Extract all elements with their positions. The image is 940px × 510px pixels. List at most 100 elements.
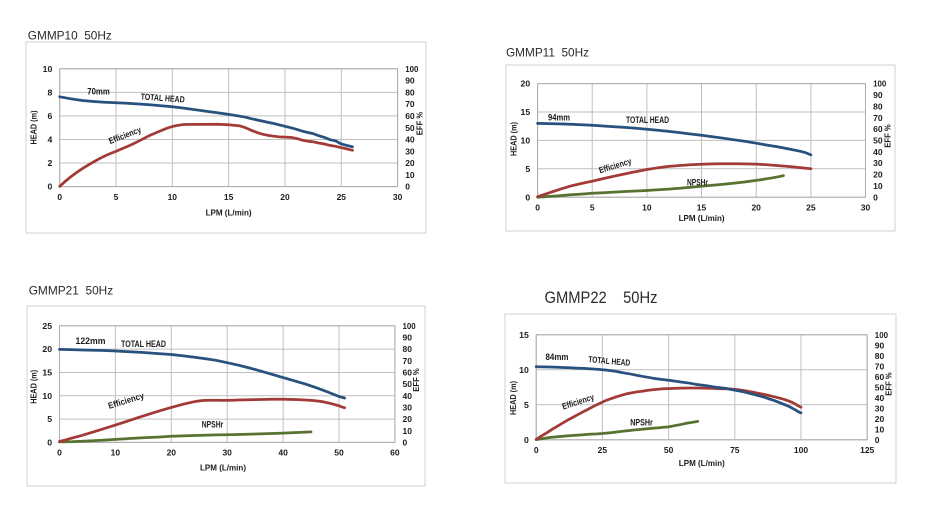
svg-text:0: 0: [405, 182, 410, 192]
svg-text:40: 40: [875, 393, 885, 403]
svg-text:HEAD (m): HEAD (m): [508, 381, 518, 415]
svg-text:70: 70: [875, 361, 885, 371]
svg-text:20: 20: [280, 192, 290, 202]
svg-text:5: 5: [590, 203, 595, 213]
svg-text:5: 5: [525, 164, 530, 174]
svg-text:100: 100: [405, 64, 418, 74]
svg-text:122mm: 122mm: [76, 336, 106, 346]
svg-text:84mm: 84mm: [546, 352, 569, 362]
svg-text:TOTAL HEAD: TOTAL HEAD: [140, 91, 185, 104]
svg-text:60: 60: [390, 448, 400, 458]
svg-text:20: 20: [521, 79, 531, 89]
svg-text:50: 50: [334, 448, 344, 458]
svg-text:10: 10: [873, 181, 883, 191]
svg-text:EFF %: EFF %: [414, 111, 424, 135]
svg-text:TOTAL HEAD: TOTAL HEAD: [121, 339, 166, 349]
svg-text:90: 90: [403, 333, 413, 343]
svg-text:75: 75: [730, 445, 740, 455]
svg-text:0: 0: [534, 445, 539, 455]
svg-text:90: 90: [875, 340, 885, 350]
svg-text:40: 40: [873, 147, 883, 157]
svg-text:15: 15: [519, 330, 529, 340]
svg-text:20: 20: [42, 344, 52, 354]
svg-text:100: 100: [873, 79, 886, 89]
svg-text:10: 10: [111, 448, 121, 458]
svg-text:10: 10: [519, 365, 529, 375]
svg-text:50: 50: [873, 136, 883, 146]
svg-text:0: 0: [47, 438, 52, 448]
svg-text:25: 25: [806, 203, 816, 213]
svg-text:0: 0: [873, 192, 878, 202]
svg-text:20: 20: [875, 414, 885, 424]
svg-text:90: 90: [873, 90, 883, 100]
svg-text:10: 10: [521, 136, 531, 146]
svg-text:4: 4: [47, 135, 52, 145]
svg-text:GMMP22 50Hz: GMMP22 50Hz: [545, 289, 658, 307]
svg-text:10: 10: [43, 64, 53, 74]
svg-text:LPM (L/min): LPM (L/min): [206, 208, 252, 218]
svg-text:60: 60: [405, 111, 415, 121]
svg-text:20: 20: [167, 448, 177, 458]
svg-text:HEAD (m): HEAD (m): [509, 122, 519, 156]
svg-text:10: 10: [642, 203, 652, 213]
svg-text:30: 30: [875, 403, 885, 413]
svg-text:0: 0: [403, 438, 408, 448]
svg-text:10: 10: [42, 391, 52, 401]
svg-text:80: 80: [403, 344, 413, 354]
svg-text:15: 15: [42, 368, 52, 378]
svg-text:0: 0: [57, 448, 62, 458]
svg-text:2: 2: [47, 158, 52, 168]
svg-text:70: 70: [873, 113, 883, 123]
svg-text:15: 15: [521, 107, 531, 117]
svg-text:EFF %: EFF %: [882, 124, 892, 148]
svg-text:10: 10: [403, 426, 413, 436]
svg-text:10: 10: [405, 170, 415, 180]
svg-text:60: 60: [403, 368, 413, 378]
svg-text:30: 30: [861, 203, 871, 213]
svg-text:LPM (L/min): LPM (L/min): [679, 213, 725, 223]
svg-text:94mm: 94mm: [548, 113, 570, 123]
svg-text:20: 20: [405, 158, 415, 168]
svg-text:5: 5: [114, 192, 119, 202]
svg-text:NPSHr: NPSHr: [630, 418, 653, 428]
svg-text:GMMP11 50Hz: GMMP11 50Hz: [506, 46, 589, 60]
svg-text:0: 0: [524, 435, 529, 445]
svg-text:0: 0: [57, 192, 62, 202]
svg-text:6: 6: [47, 111, 52, 121]
svg-text:30: 30: [393, 192, 403, 202]
svg-text:40: 40: [405, 135, 415, 145]
svg-text:0: 0: [525, 192, 530, 202]
svg-text:80: 80: [875, 351, 885, 361]
svg-text:30: 30: [873, 158, 883, 168]
svg-text:40: 40: [403, 391, 413, 401]
svg-text:10: 10: [875, 424, 885, 434]
svg-text:LPM (L/min): LPM (L/min): [200, 463, 246, 473]
svg-text:100: 100: [403, 321, 416, 331]
svg-text:EFF %: EFF %: [411, 368, 421, 392]
svg-text:70: 70: [403, 356, 413, 366]
svg-text:HEAD (m): HEAD (m): [29, 370, 39, 404]
svg-text:90: 90: [405, 76, 415, 86]
svg-text:30: 30: [405, 146, 415, 156]
svg-text:25: 25: [42, 321, 52, 331]
svg-text:20: 20: [751, 203, 761, 213]
svg-text:100: 100: [875, 330, 888, 340]
svg-text:15: 15: [224, 192, 234, 202]
svg-text:0: 0: [535, 203, 540, 213]
svg-text:LPM (L/min): LPM (L/min): [679, 458, 725, 468]
svg-text:GMMP21 50Hz: GMMP21 50Hz: [29, 284, 114, 298]
svg-text:100: 100: [794, 445, 808, 455]
svg-text:5: 5: [47, 414, 52, 424]
svg-text:20: 20: [403, 414, 413, 424]
svg-text:0: 0: [47, 182, 52, 192]
svg-text:40: 40: [278, 448, 288, 458]
svg-text:NPSHr: NPSHr: [687, 178, 708, 188]
svg-text:GMMP10 50Hz: GMMP10 50Hz: [28, 29, 112, 43]
svg-text:125: 125: [860, 445, 874, 455]
svg-text:50: 50: [664, 445, 674, 455]
svg-text:TOTAL HEAD: TOTAL HEAD: [626, 115, 669, 125]
svg-text:60: 60: [875, 372, 885, 382]
svg-text:HEAD (m): HEAD (m): [29, 110, 39, 144]
svg-text:70mm: 70mm: [87, 87, 110, 97]
svg-text:30: 30: [222, 448, 232, 458]
